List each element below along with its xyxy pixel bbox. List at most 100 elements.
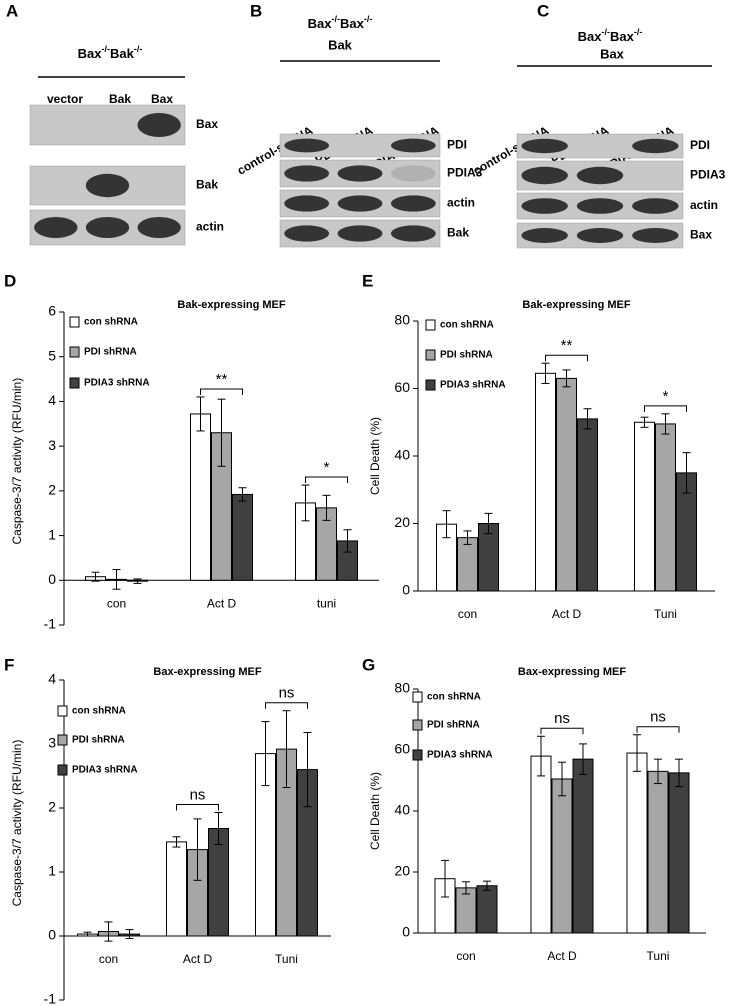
y-tick-label: 0 — [402, 924, 410, 940]
error-bar — [463, 530, 472, 545]
blot-band — [521, 198, 568, 214]
legend-swatch — [57, 734, 68, 746]
row-label: Bak — [196, 178, 218, 192]
superscript: -/- — [332, 14, 341, 24]
legend-label: PDI shRNA — [440, 350, 493, 361]
row-label: PDIA3 — [447, 166, 483, 180]
blot-band — [390, 165, 436, 182]
row-label: Bak — [447, 226, 469, 240]
error-bar — [633, 734, 641, 772]
panel-label: G — [362, 655, 375, 674]
y-tick-label: 4 — [48, 671, 56, 687]
y-tick-label: 4 — [48, 392, 56, 408]
y-tick-label: 80 — [394, 312, 410, 328]
error-bar — [562, 369, 571, 388]
blot-band — [284, 138, 330, 153]
blot-band — [390, 195, 436, 212]
legend-label: PDIA3 shRNA — [84, 378, 150, 389]
x-tick-label: Act D — [207, 596, 237, 610]
genotype-header: Bax-/-Bak-/- — [78, 44, 143, 61]
chart-title: Bax-expressing MEF — [518, 666, 626, 678]
expressed-gene: Bak — [328, 37, 353, 52]
bar — [530, 755, 552, 934]
legend-swatch — [57, 764, 68, 776]
blot-band — [390, 138, 436, 153]
panel-label: A — [6, 1, 18, 20]
x-tick-label: con — [458, 607, 477, 621]
error-bar — [343, 529, 352, 553]
blot-band — [576, 228, 624, 243]
legend-swatch — [57, 705, 68, 717]
legend-label: PDI shRNA — [427, 720, 480, 731]
blot-band — [576, 198, 624, 214]
blot-band — [521, 138, 568, 154]
y-tick-label: -1 — [44, 991, 57, 1006]
row-label: Bax — [196, 117, 218, 131]
row-label: actin — [196, 220, 224, 234]
lane-label: vector — [47, 92, 83, 106]
y-tick-label: 1 — [48, 526, 56, 542]
gene: Bax — [308, 16, 333, 31]
blot-band — [85, 217, 130, 238]
x-tick-label: Tuni — [654, 607, 677, 621]
y-tick-label: 60 — [394, 741, 410, 757]
blot-band — [390, 225, 436, 242]
y-tick-label: 60 — [394, 379, 410, 395]
blot-band — [137, 217, 181, 238]
blot-band — [576, 166, 624, 185]
bar — [668, 772, 690, 934]
y-axis-label: Cell Death (%) — [368, 772, 382, 850]
panel-label: C — [537, 1, 549, 20]
y-tick-label: 0 — [48, 571, 56, 587]
significance-label: ns — [279, 685, 295, 702]
y-axis-label: Caspase-3/7 activity (RFU/min) — [10, 740, 24, 907]
panel-label: B — [250, 1, 262, 20]
legend-swatch — [425, 349, 436, 361]
bar — [647, 770, 669, 934]
legend-swatch — [412, 749, 423, 761]
error-bar — [661, 413, 670, 435]
y-tick-label: 40 — [394, 447, 410, 463]
gene: Bax — [578, 29, 603, 44]
row-label: Bax — [690, 228, 712, 242]
bar — [455, 887, 477, 934]
panel-label: D — [4, 271, 16, 290]
blot-band — [337, 195, 383, 212]
x-tick-label: con — [456, 949, 475, 963]
legend-swatch — [412, 691, 423, 703]
expressed-gene: Bax — [600, 46, 625, 61]
row-label: PDI — [447, 138, 467, 152]
error-bar — [462, 881, 470, 895]
error-bar — [193, 818, 202, 881]
legend-label: con shRNA — [427, 692, 481, 703]
panel-label: F — [4, 655, 14, 674]
error-bar — [172, 836, 181, 848]
blot-band — [337, 165, 383, 182]
error-bar — [484, 512, 493, 535]
error-bar — [104, 921, 113, 942]
x-tick-label: Act D — [547, 949, 577, 963]
y-tick-label: 80 — [394, 680, 410, 696]
x-tick-label: Tuni — [275, 952, 298, 966]
error-bar — [238, 487, 247, 502]
error-bar — [301, 484, 310, 522]
gene: Bak — [110, 46, 135, 61]
error-bar — [196, 396, 205, 432]
legend-label: con shRNA — [440, 320, 494, 331]
x-tick-label: Act D — [552, 607, 582, 621]
lane-label: Bak — [109, 92, 131, 106]
blot-band — [137, 113, 181, 137]
error-bar — [483, 880, 491, 891]
gene: Bax — [610, 29, 635, 44]
error-bar — [675, 758, 683, 788]
blot-band — [521, 166, 568, 185]
bar — [457, 537, 478, 592]
significance-bracket — [540, 727, 584, 735]
error-bar — [579, 743, 587, 775]
superscript: -/- — [602, 27, 611, 37]
significance-bracket — [644, 405, 687, 412]
legend-swatch — [69, 316, 80, 328]
legend-label: PDIA3 shRNA — [427, 750, 493, 761]
bar — [551, 778, 573, 934]
